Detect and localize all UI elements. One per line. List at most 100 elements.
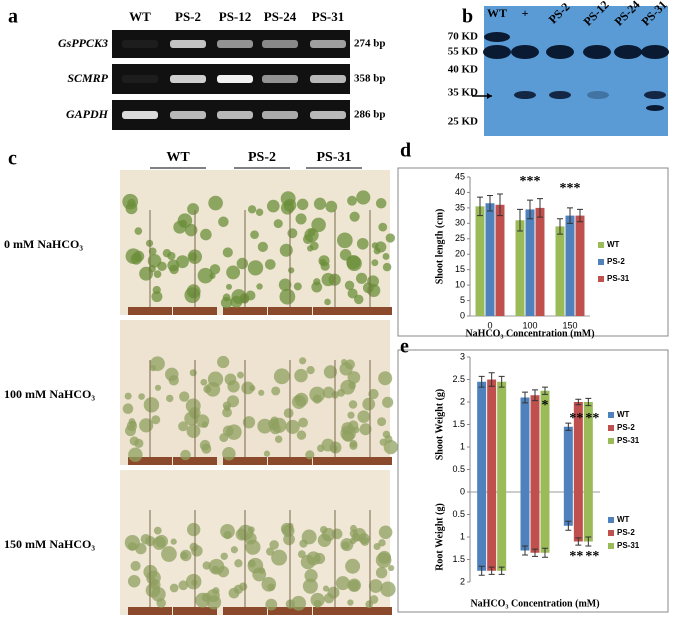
y2-tick-label: 2	[460, 576, 465, 586]
marker-label: 40 KD	[448, 64, 478, 76]
foliage	[189, 542, 199, 552]
error-bar	[565, 520, 572, 531]
foliage	[154, 384, 162, 391]
panel-letter: b	[462, 6, 473, 28]
chart-frame	[397, 167, 669, 337]
pot	[268, 457, 312, 465]
foliage	[322, 585, 330, 592]
bar	[487, 379, 497, 492]
foliage	[375, 567, 388, 579]
y-tick-label: 35	[455, 202, 465, 212]
foliage	[302, 578, 318, 594]
foliage	[206, 589, 220, 603]
y-tick-label: 30	[455, 218, 465, 228]
foliage	[173, 220, 187, 234]
y-tick-label: 1.5	[452, 419, 465, 429]
pot	[348, 607, 392, 615]
band-size: 286 bp	[354, 109, 386, 121]
foliage	[378, 525, 393, 540]
foliage	[317, 533, 332, 547]
foliage	[378, 222, 388, 232]
error-bar	[522, 391, 528, 404]
bar	[583, 402, 593, 492]
gel-band	[122, 111, 158, 119]
foliage	[166, 394, 174, 403]
bar	[477, 492, 487, 571]
y-tick-label: 0	[460, 310, 465, 320]
pot	[268, 307, 312, 315]
lane-label: +	[522, 6, 529, 20]
chart-frame	[397, 349, 669, 613]
foliage	[347, 411, 355, 419]
foliage	[368, 579, 383, 593]
blot-band	[583, 45, 611, 59]
legend-label: WT	[617, 515, 630, 524]
lane-label: PS-12	[219, 9, 252, 24]
foliage	[383, 439, 398, 455]
foliage	[129, 420, 137, 428]
foliage	[316, 444, 325, 453]
gel-band	[217, 75, 253, 83]
error-bar	[478, 375, 485, 388]
foliage	[307, 228, 316, 237]
legend-swatch	[608, 425, 614, 431]
foliage	[208, 195, 223, 211]
foliage	[226, 395, 240, 408]
y-tick-label: 2.5	[452, 374, 465, 384]
foliage	[310, 592, 325, 608]
foliage	[257, 241, 268, 253]
bar	[495, 204, 505, 316]
error-bar	[532, 548, 538, 557]
error-bar	[565, 422, 572, 431]
bar	[540, 492, 550, 553]
foliage	[151, 291, 163, 303]
foliage	[122, 403, 134, 415]
foliage	[299, 357, 307, 365]
foliage	[152, 536, 166, 550]
foliage	[130, 560, 141, 571]
y-axis-label: Shoot length (cm)	[434, 209, 445, 285]
foliage	[134, 227, 143, 235]
error-bar	[575, 537, 582, 546]
marker-label: 55 KD	[448, 46, 478, 58]
legend-label: PS-31	[617, 436, 640, 445]
y-tick-label: 1	[460, 441, 465, 451]
bar	[583, 492, 593, 542]
foliage	[197, 267, 214, 284]
bar	[530, 492, 540, 553]
foliage	[296, 430, 307, 440]
foliage	[128, 447, 143, 462]
foliage	[239, 582, 248, 591]
foliage	[380, 581, 396, 597]
blot-band	[514, 91, 536, 99]
gene-label: SCMRP	[67, 71, 108, 85]
foliage	[125, 425, 136, 437]
legend-swatch	[608, 412, 614, 418]
foliage	[161, 546, 177, 562]
foliage	[344, 280, 355, 291]
error-bar	[498, 375, 505, 388]
panel-letter: a	[8, 6, 18, 28]
error-bar	[537, 198, 543, 218]
foliage	[149, 365, 157, 372]
foliage	[227, 380, 240, 393]
pot	[128, 607, 172, 615]
foliage	[222, 407, 232, 418]
foliage	[230, 295, 243, 308]
y-tick-label: 10	[455, 279, 465, 289]
foliage	[242, 416, 256, 429]
foliage	[371, 242, 379, 249]
pot	[223, 607, 267, 615]
foliage	[331, 528, 343, 540]
foliage	[313, 197, 327, 210]
foliage	[255, 208, 264, 216]
marker-label: 25 KD	[448, 116, 478, 128]
foliage	[291, 595, 307, 611]
foliage	[340, 425, 356, 442]
band-size: 358 bp	[354, 73, 386, 85]
pot	[268, 607, 312, 615]
lane-label: PS-2	[175, 9, 201, 24]
significance-mark: **	[585, 549, 599, 564]
foliage	[130, 253, 143, 265]
marker-label: 35 KD	[448, 87, 478, 99]
